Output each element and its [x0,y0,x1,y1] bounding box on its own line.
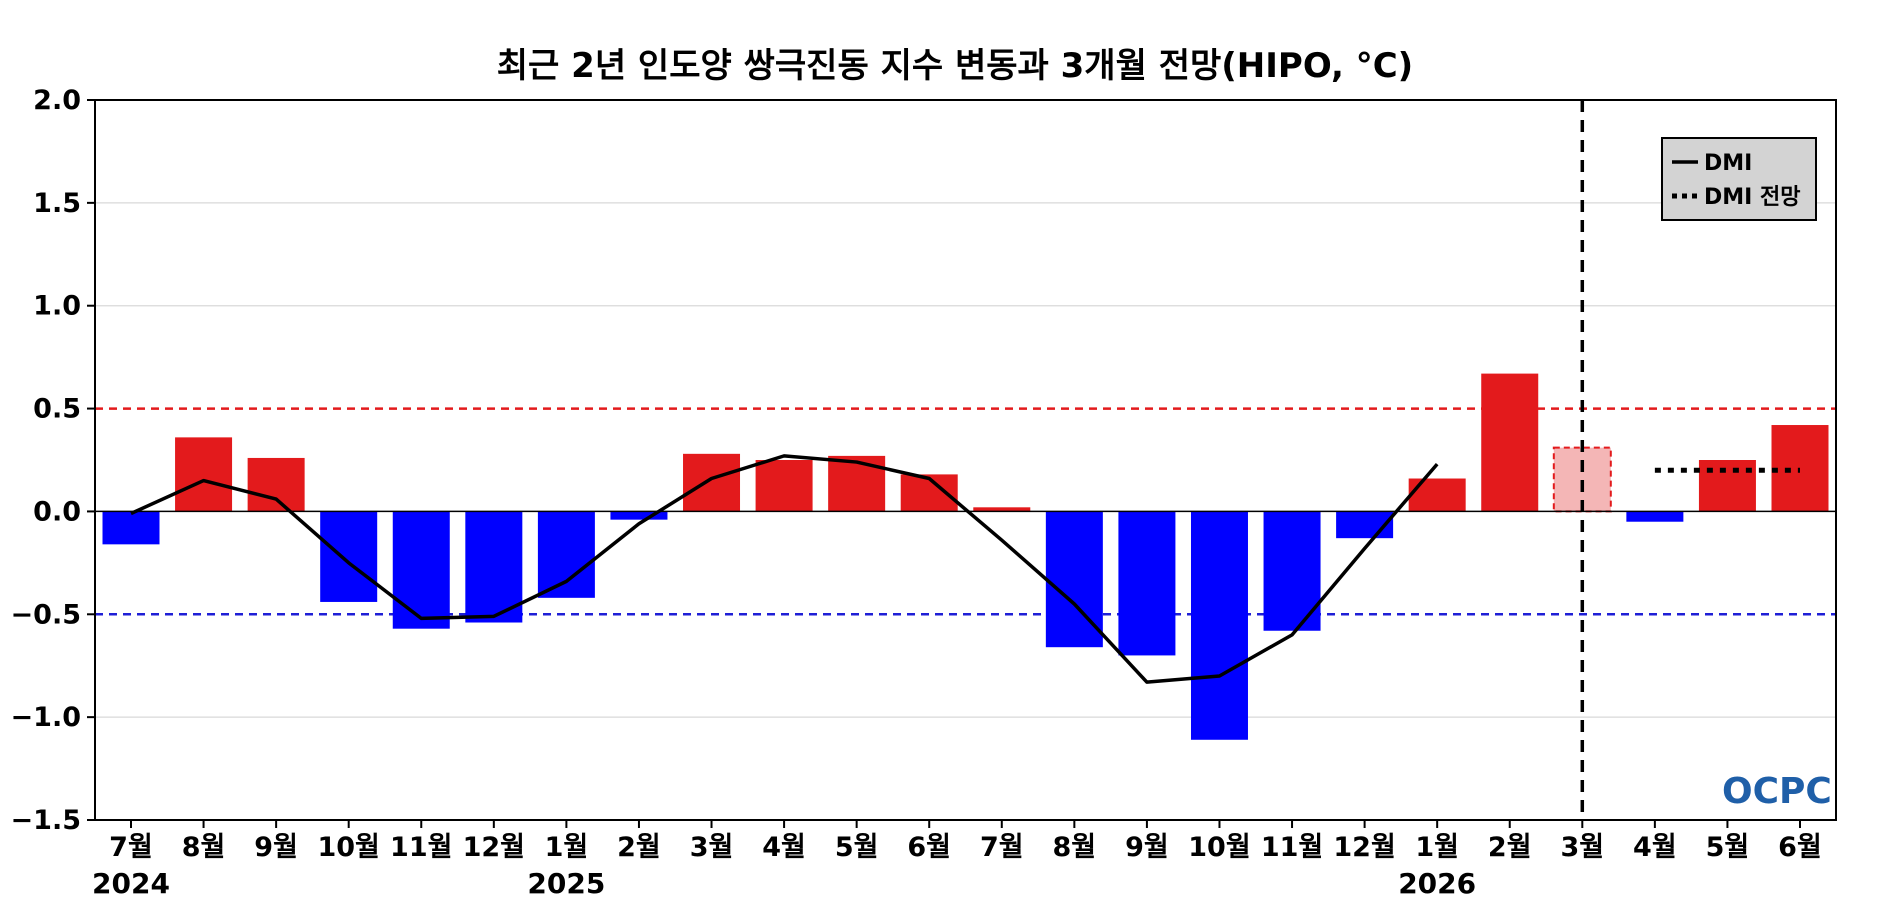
y-tick-label: 1.0 [33,291,81,322]
y-tick-label: 1.5 [33,188,81,219]
axis-layer: 2.0 1.5 1.0 0.5 0.0 −0.5 −1.0 −1.5 7월 8월 9월 10월 11월 1… [11,85,1837,900]
y-tick-label: −0.5 [11,599,81,630]
legend: DMI DMI 전망 [1661,137,1817,221]
x-tick-label: 8월 [1053,832,1097,863]
logo-text: OCPC [1722,771,1832,812]
data-bar [537,511,595,598]
x-tick-label: 3월 [690,832,734,863]
data-bar [247,457,305,512]
x-tick-label: 9월 [1125,832,1169,863]
x-tick-label: 4월 [1633,832,1677,863]
x-tick-label: 3월 [1560,832,1604,863]
legend-box [1661,137,1817,221]
y-tick-label: −1.5 [11,805,81,836]
year-label: 2025 [527,867,605,900]
data-bar [1408,478,1466,512]
x-tick-label: 6월 [1778,832,1822,863]
x-tick-label: 12월 [1333,832,1395,863]
x-tick-label: 11월 [1261,832,1323,863]
x-tick-label: 2월 [617,832,661,863]
data-bar [1481,373,1539,512]
x-tick-label: 11월 [390,832,452,863]
data-bar [392,511,450,629]
x-tick-label: 1월 [545,832,589,863]
x-tick-label: 7월 [980,832,1024,863]
x-tick-label: 12월 [463,832,525,863]
line-layer [95,100,1836,820]
plot-frame [94,99,1837,821]
x-tick-label: 4월 [762,832,806,863]
legend-label: DMI 전망 [1704,185,1800,210]
threshold-layer [95,407,1836,616]
data-bar [465,511,523,623]
x-tick-label: 10월 [1188,832,1250,863]
y-tick-label: 0.5 [33,394,81,425]
data-bar [1626,511,1684,522]
x-tick-label: 9월 [254,832,298,863]
data-bar [1190,511,1248,740]
data-bar [1698,460,1756,512]
data-bar [610,511,668,520]
data-bar [683,453,741,512]
data-bar [320,511,378,602]
year-label: 2026 [1398,867,1476,900]
x-tick-label: 7월 [109,832,153,863]
x-tick-label: 1월 [1415,832,1459,863]
year-label: 2024 [92,867,170,900]
y-tick-label: 0.0 [33,496,81,527]
x-tick-label: 6월 [907,832,951,863]
chart-title: 최근 2년 인도양 쌍극진동 지수 변동과 3개월 전망(HIPO, °C) [497,46,1413,86]
x-tick-label: 5월 [1706,832,1750,863]
data-bar [102,511,160,545]
y-tick-label: −1.0 [11,702,81,733]
x-tick-label: 10월 [317,832,379,863]
bar-layer [102,373,1829,740]
data-bar [828,455,886,512]
x-tick-label: 2월 [1488,832,1532,863]
ocpc-logo: OCPC [1722,771,1832,812]
legend-label: DMI [1704,151,1752,176]
y-tick-label: 2.0 [33,85,81,116]
x-tick-label: 5월 [835,832,879,863]
data-bar [973,507,1031,512]
data-bar [175,437,233,512]
data-bar [755,460,813,512]
data-bar [1118,511,1176,656]
dmi-line [130,454,1439,684]
grid-layer [95,202,1836,718]
x-tick-label: 8월 [182,832,226,863]
